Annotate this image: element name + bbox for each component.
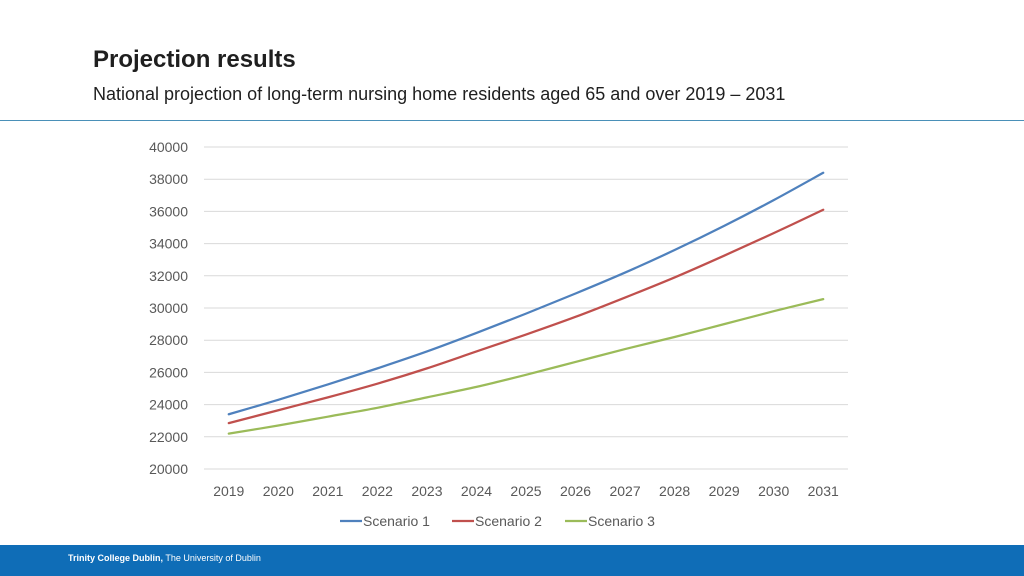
- line-chart: 20000 22000 24000 26000 28000 30000 32000 34000…: [149, 139, 848, 529]
- y-tick-label: 20000: [149, 461, 188, 477]
- slide-subtitle: National projection of long-term nursing…: [93, 84, 786, 104]
- y-tick-label: 30000: [149, 300, 188, 316]
- y-tick-label: 28000: [149, 332, 188, 348]
- y-tick-label: 26000: [149, 364, 188, 380]
- footer-bar: Trinity College Dublin, The University o…: [0, 545, 1024, 576]
- header-divider: [0, 120, 1024, 121]
- y-tick-label: 34000: [149, 236, 188, 252]
- y-tick-label: 36000: [149, 203, 188, 219]
- x-tick-label: 2019: [213, 483, 244, 499]
- series-line-scenario-1: [227, 171, 825, 416]
- footer-text: Trinity College Dublin, The University o…: [68, 553, 261, 563]
- x-tick-label: 2022: [362, 483, 393, 499]
- x-tick-label: 2021: [312, 483, 343, 499]
- legend-label: Scenario 2: [475, 513, 542, 529]
- x-tick-label: 2027: [609, 483, 640, 499]
- y-tick-label: 38000: [149, 171, 188, 187]
- x-tick-label: 2023: [411, 483, 442, 499]
- gridlines: [204, 146, 848, 470]
- x-tick-label: 2025: [510, 483, 541, 499]
- slide-title: Projection results: [93, 46, 296, 73]
- x-axis-ticks: 2019 2020 2021 2022 2023 2024 2025 2026 2027 2028…: [213, 483, 839, 499]
- footer-university: The University of Dublin: [163, 553, 261, 563]
- legend-label: Scenario 3: [588, 513, 655, 529]
- x-tick-label: 2028: [659, 483, 690, 499]
- x-tick-label: 2026: [560, 483, 591, 499]
- y-tick-label: 22000: [149, 429, 188, 445]
- x-tick-label: 2031: [808, 483, 839, 499]
- legend: Scenario 1 Scenario 2 Scenario 3: [340, 513, 655, 529]
- series-line-scenario-2: [227, 208, 825, 425]
- legend-label: Scenario 1: [363, 513, 430, 529]
- series-line-scenario-3: [227, 298, 825, 435]
- y-tick-label: 40000: [149, 139, 188, 155]
- footer-institution: Trinity College Dublin,: [68, 553, 164, 563]
- x-tick-label: 2030: [758, 483, 789, 499]
- x-tick-label: 2029: [709, 483, 740, 499]
- y-tick-label: 24000: [149, 397, 188, 413]
- x-tick-label: 2024: [461, 483, 492, 499]
- series-lines: [227, 171, 825, 435]
- y-axis-ticks: 20000 22000 24000 26000 28000 30000 32000 34000…: [149, 139, 188, 477]
- x-tick-label: 2020: [263, 483, 294, 499]
- y-tick-label: 32000: [149, 268, 188, 284]
